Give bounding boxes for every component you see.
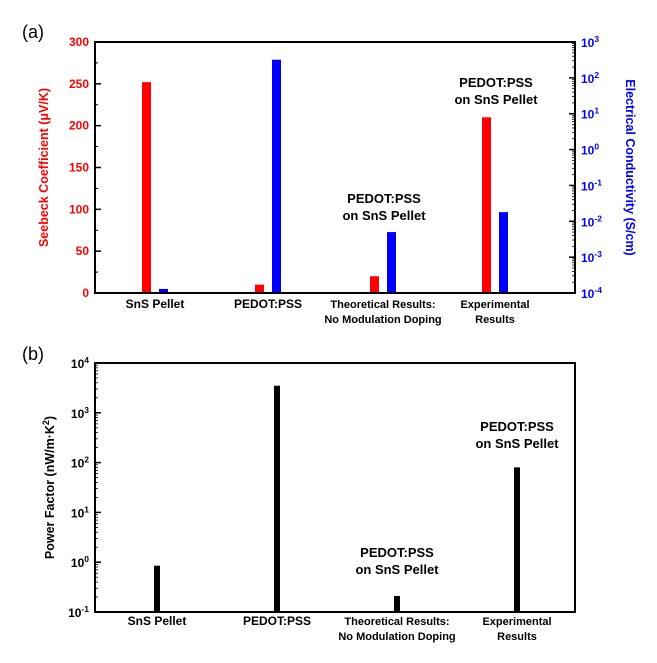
panel-b-y-axis-label-main: Power Factor (nW/m·K bbox=[43, 425, 57, 559]
left-tick-label: 150 bbox=[69, 161, 89, 175]
power-factor-bar-0 bbox=[154, 565, 160, 612]
right-tick-label: 10-2 bbox=[581, 213, 602, 229]
annotation-a-3: PEDOT:PSS bbox=[459, 75, 533, 90]
category-label-a-3: Experimental bbox=[460, 299, 529, 311]
category-label-b-0: SnS Pellet bbox=[128, 614, 187, 628]
left-tick-label: 300 bbox=[69, 35, 89, 49]
panel-a-annotations: PEDOT:PSS on SnS Pellet PEDOT:PSS on SnS Pe… bbox=[342, 75, 538, 223]
left-tick-label: 100 bbox=[69, 202, 89, 216]
panel-a-y-axis-label: Seebeck Coefficient (μV/K) bbox=[37, 88, 51, 247]
conductivity-bar-3 bbox=[499, 212, 508, 293]
y-tick-label: 104 bbox=[71, 355, 89, 371]
category-label-b-2: Theoretical Results: bbox=[344, 616, 449, 628]
panel-a-y2-axis-label: Electrical Conductivity (S/cm) bbox=[623, 79, 637, 255]
seebeck-bar-2 bbox=[370, 276, 379, 293]
power-factor-bar-2 bbox=[394, 595, 400, 612]
seebeck-bar-1 bbox=[255, 284, 264, 293]
seebeck-bar-3 bbox=[482, 117, 491, 293]
right-tick-label: 102 bbox=[581, 70, 599, 86]
y-tick-label: 103 bbox=[71, 405, 89, 421]
panel-b-annotations: PEDOT:PSS on SnS Pellet PEDOT:PSS on SnS Pe… bbox=[355, 419, 559, 577]
panel-b-y-axis-label-tail: ) bbox=[43, 416, 57, 420]
right-tick-label: 10-4 bbox=[581, 285, 602, 301]
panel-b-plot-frame bbox=[94, 362, 576, 613]
category-label-a-2: Theoretical Results: bbox=[330, 299, 435, 311]
category-label-a-3: Results bbox=[475, 314, 515, 326]
category-label-b-2: No Modulation Doping bbox=[338, 631, 455, 643]
power-factor-bar-3 bbox=[514, 467, 520, 612]
y-tick-label: 10-1 bbox=[68, 604, 89, 620]
panel-a-label: (a) bbox=[22, 22, 44, 42]
panel-b-category-labels: SnS Pellet PEDOT:PSS Theoretical Results: N… bbox=[128, 614, 552, 643]
annotation-a-2: PEDOT:PSS bbox=[347, 191, 421, 206]
right-tick-label: 10-1 bbox=[581, 177, 602, 193]
category-label-a-1: PEDOT:PSS bbox=[234, 297, 302, 311]
conductivity-bar-1 bbox=[272, 59, 281, 293]
conductivity-bar-0 bbox=[159, 288, 168, 293]
right-tick-label: 100 bbox=[581, 142, 599, 158]
conductivity-bar-2 bbox=[387, 232, 396, 293]
panel-b-label: (b) bbox=[22, 344, 44, 364]
y-tick-label: 102 bbox=[71, 455, 89, 471]
left-tick-label: 200 bbox=[69, 119, 89, 133]
annotation-a-3: on SnS Pellet bbox=[454, 92, 538, 107]
annotation-b-3: PEDOT:PSS bbox=[480, 419, 554, 434]
panel-a-left-axis-ticks: 0 50 100 150 200 250 300 bbox=[69, 35, 101, 300]
annotation-b-3: on SnS Pellet bbox=[475, 436, 559, 451]
power-factor-bar-1 bbox=[274, 385, 280, 612]
panel-b-y-axis-label: Power Factor (nW/m·K2) bbox=[41, 416, 57, 559]
category-label-a-0: SnS Pellet bbox=[126, 297, 185, 311]
seebeck-bar-0 bbox=[142, 82, 151, 293]
y-tick-label: 100 bbox=[71, 554, 89, 570]
annotation-b-2: on SnS Pellet bbox=[355, 562, 439, 577]
right-tick-label: 10-3 bbox=[581, 249, 602, 265]
panel-b-chart: (b) 10-1 100 101 102 103 104 SnS Pellet PEDOT:… bbox=[22, 344, 576, 643]
category-label-b-3: Results bbox=[497, 631, 537, 643]
panel-a-bars bbox=[142, 59, 508, 293]
panel-a-right-axis-ticks: 10-4 10-3 10-2 10-1 100 101 102 103 bbox=[569, 34, 602, 301]
annotation-a-2: on SnS Pellet bbox=[342, 208, 426, 223]
annotation-b-2: PEDOT:PSS bbox=[360, 545, 434, 560]
panel-b-y-axis-label-superscript: 2 bbox=[41, 420, 51, 425]
left-tick-label: 50 bbox=[76, 244, 90, 258]
left-tick-label: 250 bbox=[69, 77, 89, 91]
right-tick-label: 103 bbox=[581, 34, 599, 50]
panel-a-category-labels: SnS Pellet PEDOT:PSS Theoretical Results: N… bbox=[126, 297, 530, 326]
y-tick-label: 101 bbox=[71, 504, 89, 520]
right-tick-label: 101 bbox=[581, 106, 599, 122]
category-label-b-3: Experimental bbox=[482, 616, 551, 628]
category-label-a-2: No Modulation Doping bbox=[324, 314, 441, 326]
left-tick-label: 0 bbox=[82, 286, 89, 300]
panel-b-y-axis-ticks: 10-1 100 101 102 103 104 bbox=[68, 355, 101, 620]
category-label-b-1: PEDOT:PSS bbox=[243, 614, 311, 628]
panel-b-bars bbox=[154, 385, 520, 612]
